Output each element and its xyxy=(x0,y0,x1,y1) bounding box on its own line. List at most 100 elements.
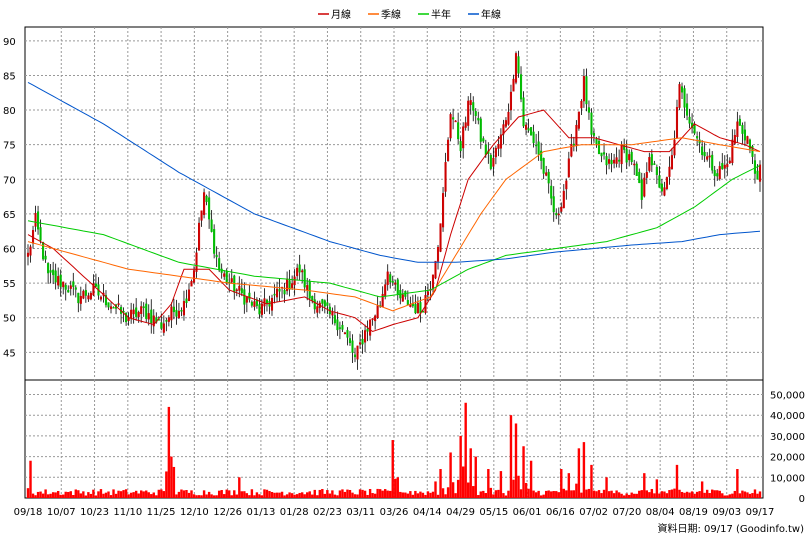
volume-bar xyxy=(127,494,130,498)
candle-body xyxy=(628,154,631,161)
volume-bar xyxy=(283,495,286,498)
candle-body xyxy=(540,150,543,161)
candle-body xyxy=(306,285,309,291)
candle-body xyxy=(492,157,495,167)
candle-body xyxy=(94,283,97,287)
candle-body xyxy=(39,227,42,241)
volume-bar xyxy=(711,489,714,498)
ma-line-1 xyxy=(27,137,761,312)
candle-body xyxy=(162,323,165,333)
volume-bar xyxy=(680,491,684,498)
candle-body xyxy=(557,213,560,216)
volume-bar xyxy=(175,494,178,498)
volume-bar xyxy=(590,464,593,498)
candle-body xyxy=(527,128,530,131)
volume-bar xyxy=(152,492,155,498)
date-tick-label: 07/20 xyxy=(612,507,641,518)
candle-body xyxy=(333,315,336,324)
candle-body xyxy=(147,313,150,320)
volume-bar xyxy=(532,490,535,498)
candle-body xyxy=(655,166,658,175)
candle-body xyxy=(250,301,253,306)
candle-body xyxy=(731,139,734,164)
date-tick-label: 01/28 xyxy=(280,507,309,518)
volume-bar xyxy=(255,492,259,498)
candle-body xyxy=(353,354,357,358)
candle-body xyxy=(52,269,55,276)
date-tick-label: 03/26 xyxy=(380,507,409,518)
volume-bar xyxy=(343,491,347,498)
candle-body xyxy=(356,345,359,360)
volume-bar xyxy=(192,494,196,498)
candle-body xyxy=(693,125,696,134)
volume-bar xyxy=(155,495,158,498)
volume-bar xyxy=(41,493,45,498)
candle-body xyxy=(512,78,515,92)
volume-bar xyxy=(512,479,515,498)
candle-body xyxy=(391,280,394,283)
candle-body xyxy=(240,288,243,294)
candle-body xyxy=(89,292,92,300)
volume-bar xyxy=(444,494,447,498)
date-tick-label: 05/15 xyxy=(479,507,508,518)
volume-bar xyxy=(441,488,445,498)
volume-bar xyxy=(187,492,191,498)
candle-body xyxy=(680,86,684,93)
candle-body xyxy=(477,117,480,121)
volume-bar xyxy=(502,493,505,498)
volume-bar xyxy=(150,494,153,498)
volume-bar xyxy=(248,495,251,498)
volume-bar xyxy=(416,493,420,498)
volume-bar xyxy=(306,492,309,498)
volume-bar xyxy=(197,495,201,498)
candle-body xyxy=(79,295,82,304)
volume-bar xyxy=(519,489,523,498)
volume-bar xyxy=(137,493,140,498)
candle-body xyxy=(107,302,110,308)
candle-body xyxy=(99,296,102,300)
candle-body xyxy=(213,229,216,254)
candle-body xyxy=(371,318,374,320)
candle-body xyxy=(152,315,155,327)
candle-body xyxy=(343,332,346,335)
volume-bar xyxy=(273,492,276,498)
candle-body xyxy=(109,306,113,309)
candle-body xyxy=(660,183,663,192)
candle-body xyxy=(650,154,653,166)
ma-line-2 xyxy=(27,164,761,298)
candle-body xyxy=(92,283,95,296)
candle-body xyxy=(165,320,168,322)
candle-body xyxy=(278,289,281,292)
volume-bar xyxy=(653,493,656,498)
volume-bar xyxy=(723,495,726,498)
volume-bar xyxy=(295,494,299,498)
volume-bar xyxy=(411,494,415,498)
volume-bar xyxy=(328,493,332,498)
candle-body xyxy=(104,295,108,306)
candle-body xyxy=(668,166,671,177)
candle-body xyxy=(34,213,37,227)
candle-body xyxy=(552,196,555,213)
volume-bar xyxy=(391,440,394,498)
volume-bar xyxy=(552,491,555,498)
volume-tick-label: 40,000 xyxy=(770,411,805,422)
volume-bar xyxy=(351,492,354,498)
volume-bar xyxy=(308,491,311,498)
candle-body xyxy=(137,311,140,318)
data-source-note: 資料日期: 09/17 (Goodinfo.tw) xyxy=(657,522,804,535)
volume-bar xyxy=(371,493,374,498)
candle-body xyxy=(613,159,616,164)
volume-bar xyxy=(592,490,596,498)
volume-bar xyxy=(240,491,244,498)
volume-bar xyxy=(245,493,249,498)
candle-body xyxy=(376,305,379,318)
candle-body xyxy=(758,164,762,182)
volume-bar xyxy=(685,491,689,498)
volume-bar xyxy=(524,482,528,498)
candle-body xyxy=(530,127,533,136)
candle-body xyxy=(633,163,636,166)
volume-bar xyxy=(454,493,457,498)
volume-bar xyxy=(404,492,407,498)
date-tick-label: 09/03 xyxy=(712,507,741,518)
candle-body xyxy=(555,213,558,216)
